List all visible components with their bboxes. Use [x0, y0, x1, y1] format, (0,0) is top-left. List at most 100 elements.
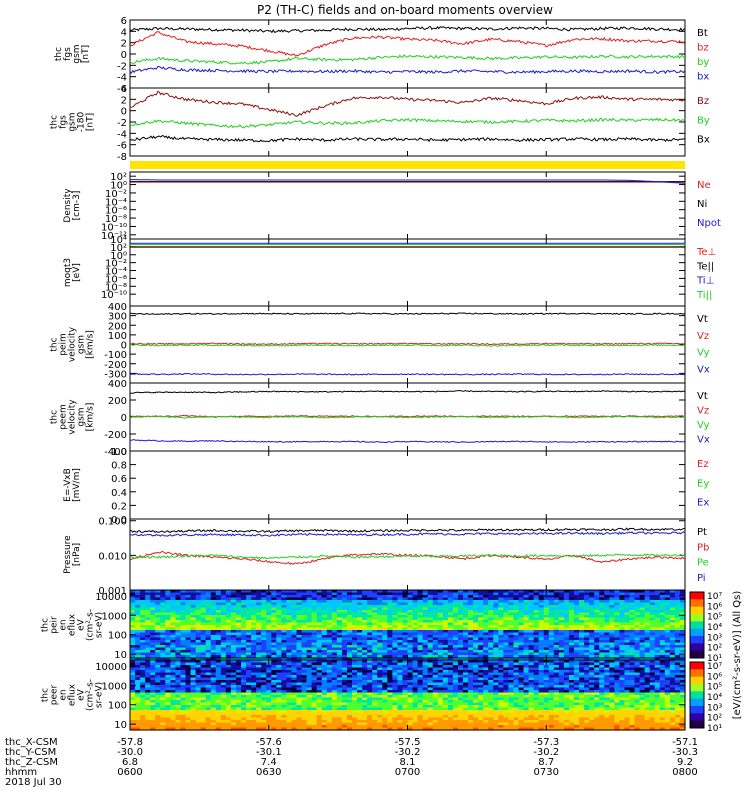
legend-bx: bx: [697, 72, 709, 83]
y-tick-label: 0.2: [111, 501, 127, 512]
ylabel-line: [cm-3]: [72, 191, 82, 221]
y-tick-label: 2: [121, 39, 127, 50]
legend-Ex: Ex: [697, 498, 709, 509]
legend-Vx: Vx: [697, 364, 710, 375]
ylabel-line: [km/s]: [86, 330, 96, 359]
ylabel-line: [eV]: [72, 263, 82, 282]
y-tick-label: -200: [104, 430, 127, 441]
series-line-Pt: [130, 528, 685, 532]
legend-Pe: Pe: [697, 558, 709, 569]
y-tick-label: 0.8: [111, 461, 127, 472]
series-line-Vt: [130, 313, 685, 315]
y-tick-label: 1000: [102, 611, 127, 622]
legend-Bt: Bt: [697, 28, 708, 39]
y-tick-label: -2: [117, 118, 127, 129]
y-tick-label: 0.100: [98, 517, 127, 528]
legend-Te⊥: Te⊥: [696, 247, 716, 258]
y-tick-label: 6: [121, 16, 127, 27]
plot-title: P2 (TH-C) fields and on-board moments ov…: [257, 3, 553, 17]
legend-Vz: Vz: [697, 406, 709, 417]
quality-flag-bar: [130, 161, 685, 169]
legend-Vy: Vy: [697, 348, 710, 359]
y-tick-label: 200: [108, 396, 127, 407]
y-tick-label: 0.4: [111, 488, 127, 499]
series-line-Pi: [130, 532, 685, 536]
legend-Vt: Vt: [697, 391, 708, 402]
legend-Pi: Pi: [697, 573, 706, 584]
series-line-By: [130, 118, 685, 127]
series-line-Pb: [130, 551, 685, 564]
series-line-bx: [130, 67, 685, 74]
y-tick-label: -4: [117, 129, 127, 140]
legend-Ti||: Ti||: [696, 290, 712, 301]
series-line-Vz: [130, 343, 685, 345]
legend-Bz: Bz: [697, 96, 709, 107]
y-tick-label: 4: [121, 27, 127, 38]
panel-frame: [130, 239, 685, 306]
y-tick-label: -8: [117, 152, 127, 163]
ylabel-line: [km/s]: [86, 403, 96, 432]
y-tick-label: -6: [117, 141, 127, 152]
y-tick-label: -4: [117, 73, 127, 84]
series-line-Vx: [130, 373, 685, 375]
legend-bz: bz: [697, 43, 709, 54]
y-tick-label: 0.010: [98, 551, 127, 562]
y-tick-label: 10⁻¹⁰: [101, 290, 127, 301]
series-line-Bx: [130, 136, 685, 142]
legend-Npot: Npot: [697, 218, 721, 229]
legend-by: by: [697, 57, 709, 68]
y-tick-label: 2: [121, 95, 127, 106]
y-tick-label: 0.6: [111, 474, 127, 485]
ylabel-line: [nPa]: [72, 543, 82, 566]
legend-Vt: Vt: [697, 314, 708, 325]
y-tick-label: 400: [108, 379, 127, 390]
legend-Pb: Pb: [697, 542, 709, 553]
y-tick-label: 4: [121, 84, 127, 95]
panel-frame: [130, 88, 685, 156]
series-line-Vx: [130, 440, 685, 443]
legend-Ni: Ni: [697, 199, 707, 210]
ylabel-line: [mV/m]: [72, 468, 82, 502]
panel-moments_temp: moqt3[eV]10⁴10²10⁰10⁻²10⁻⁴10⁻⁶10⁻⁸10⁻¹⁰T…: [63, 235, 716, 306]
series-line-by: [130, 55, 685, 64]
y-tick-label: 0: [121, 413, 127, 424]
y-tick-label: -2: [117, 61, 127, 72]
legend-Vx: Vx: [697, 435, 710, 446]
legend-Ez: Ez: [697, 459, 709, 470]
series-line-Bt: [130, 27, 685, 33]
series-line-Vt: [130, 391, 685, 394]
legend-Te||: Te||: [696, 261, 714, 272]
y-tick-label: 100: [108, 631, 127, 642]
legend-Vy: Vy: [697, 420, 710, 431]
legend-Bx: Bx: [697, 135, 710, 146]
legend-Vz: Vz: [697, 331, 709, 342]
legend-Pt: Pt: [697, 527, 707, 538]
y-tick-label: 10000: [95, 592, 127, 603]
y-tick-label: 0: [121, 107, 127, 118]
legend-Ti⊥: Ti⊥: [696, 276, 714, 287]
panel-frame: [130, 451, 685, 519]
ylabel-line: [nT]: [86, 113, 96, 131]
y-tick-label: 0: [121, 50, 127, 61]
series-line-bz: [130, 32, 685, 56]
legend-Ne: Ne: [697, 180, 711, 191]
y-tick-label: 10: [114, 650, 127, 661]
panel-density: Density[cm-3]10²10⁰10⁻²10⁻⁴10⁻⁶10⁻⁸10⁻¹⁰…: [63, 172, 721, 242]
series-line-Bz: [130, 91, 685, 116]
series-line-Vy: [130, 345, 685, 347]
y-tick-label: 1.0: [111, 447, 127, 458]
legend-By: By: [697, 115, 710, 126]
ylabel-line: [nT]: [81, 45, 91, 63]
legend-Ey: Ey: [697, 478, 709, 489]
